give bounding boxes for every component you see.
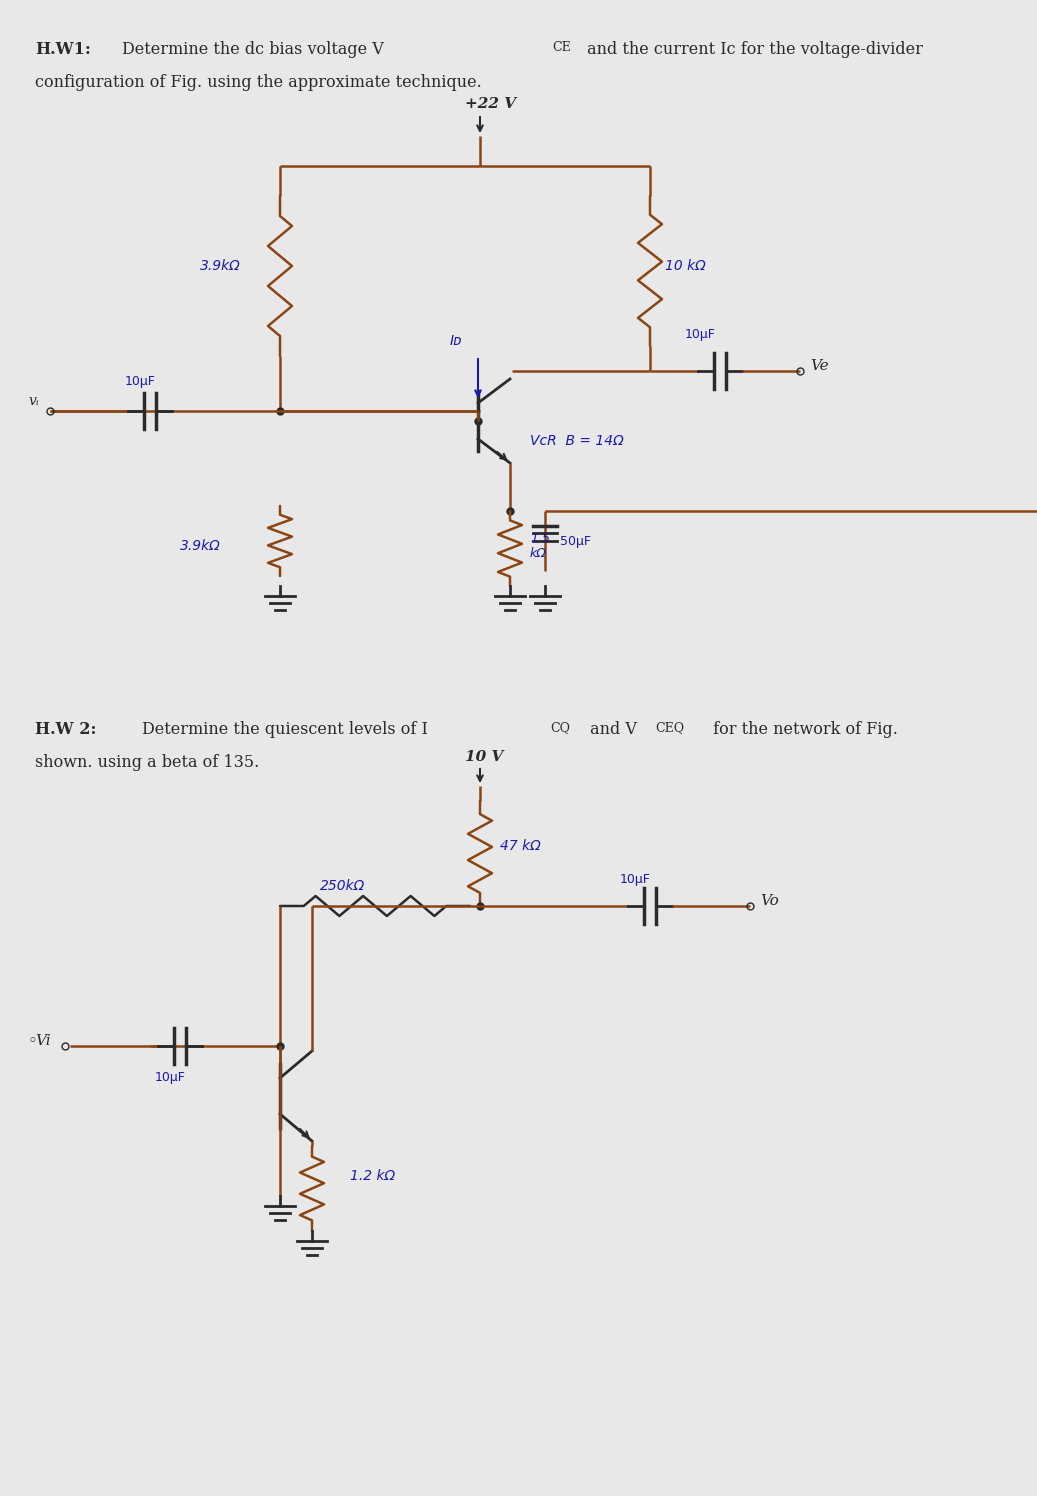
Text: and the current Ic for the voltage-divider: and the current Ic for the voltage-divid… (582, 40, 923, 58)
Text: configuration of Fig. using the approximate technique.: configuration of Fig. using the approxim… (35, 73, 482, 91)
Text: for the network of Fig.: for the network of Fig. (708, 721, 898, 738)
Text: 10 kΩ: 10 kΩ (665, 259, 706, 272)
Text: Vi: Vi (35, 1034, 51, 1049)
Text: 3.9kΩ: 3.9kΩ (200, 259, 241, 272)
Text: 10μF: 10μF (620, 874, 651, 886)
Text: +22 V: +22 V (465, 97, 516, 111)
Text: H.W 2:: H.W 2: (35, 721, 96, 738)
Text: CQ: CQ (550, 721, 570, 735)
Text: 10μF: 10μF (155, 1071, 186, 1085)
Text: 1.5
kΩ: 1.5 kΩ (530, 533, 550, 560)
Text: CEQ: CEQ (655, 721, 684, 735)
Text: VᴄR  B = 14Ω: VᴄR B = 14Ω (530, 434, 623, 447)
Text: and V: and V (585, 721, 637, 738)
Text: shown. using a beta of 135.: shown. using a beta of 135. (35, 754, 259, 770)
Text: H.W1:: H.W1: (35, 40, 91, 58)
Text: 10μF: 10μF (125, 375, 156, 387)
Text: Vo: Vo (760, 895, 779, 908)
Text: Ve: Ve (810, 359, 829, 373)
Text: 250kΩ: 250kΩ (320, 880, 365, 893)
Text: 50μF: 50μF (560, 534, 591, 548)
Text: Determine the quiescent levels of I: Determine the quiescent levels of I (142, 721, 428, 738)
Text: vᵢ: vᵢ (28, 393, 38, 408)
Text: CE: CE (552, 40, 570, 54)
Text: Determine the dc bias voltage V: Determine the dc bias voltage V (122, 40, 384, 58)
Text: Iᴅ: Iᴅ (450, 334, 463, 349)
Text: 1.2 kΩ: 1.2 kΩ (351, 1168, 395, 1183)
Text: 10μF: 10μF (685, 328, 716, 341)
Text: 10 V: 10 V (465, 749, 503, 764)
Text: 47 kΩ: 47 kΩ (500, 839, 540, 853)
Text: 3.9kΩ: 3.9kΩ (180, 539, 221, 554)
Text: ◦: ◦ (28, 1032, 37, 1050)
